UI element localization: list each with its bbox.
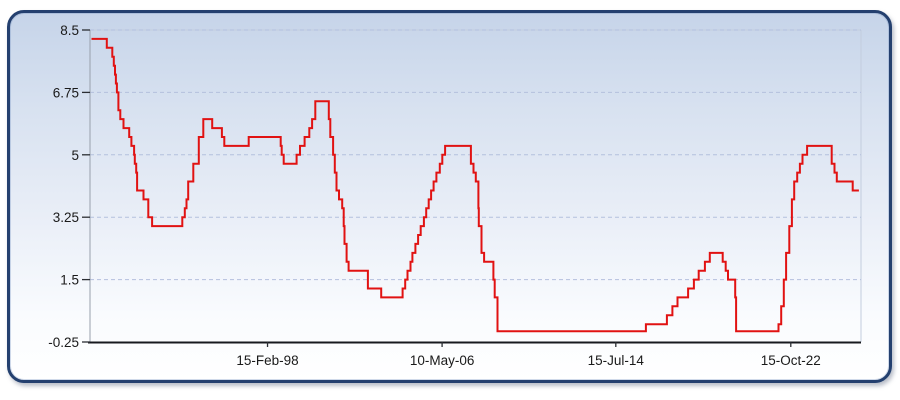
- x-tick-label: 15-Jul-14: [588, 353, 645, 368]
- x-tick-label: 15-Feb-98: [236, 353, 298, 368]
- x-tick-label: 15-Oct-22: [761, 353, 821, 368]
- y-tick-label: 8.5: [60, 23, 79, 38]
- y-tick-label: 3.25: [53, 210, 79, 225]
- y-tick-label: 6.75: [53, 85, 79, 100]
- chart-panel: [7, 10, 892, 383]
- rate-step-line: [91, 37, 859, 333]
- y-tick-label: -0.25: [48, 335, 79, 350]
- y-tick-label: 1.5: [60, 273, 79, 288]
- x-tick-label: 10-May-06: [410, 353, 475, 368]
- y-tick-label: 5: [71, 148, 79, 163]
